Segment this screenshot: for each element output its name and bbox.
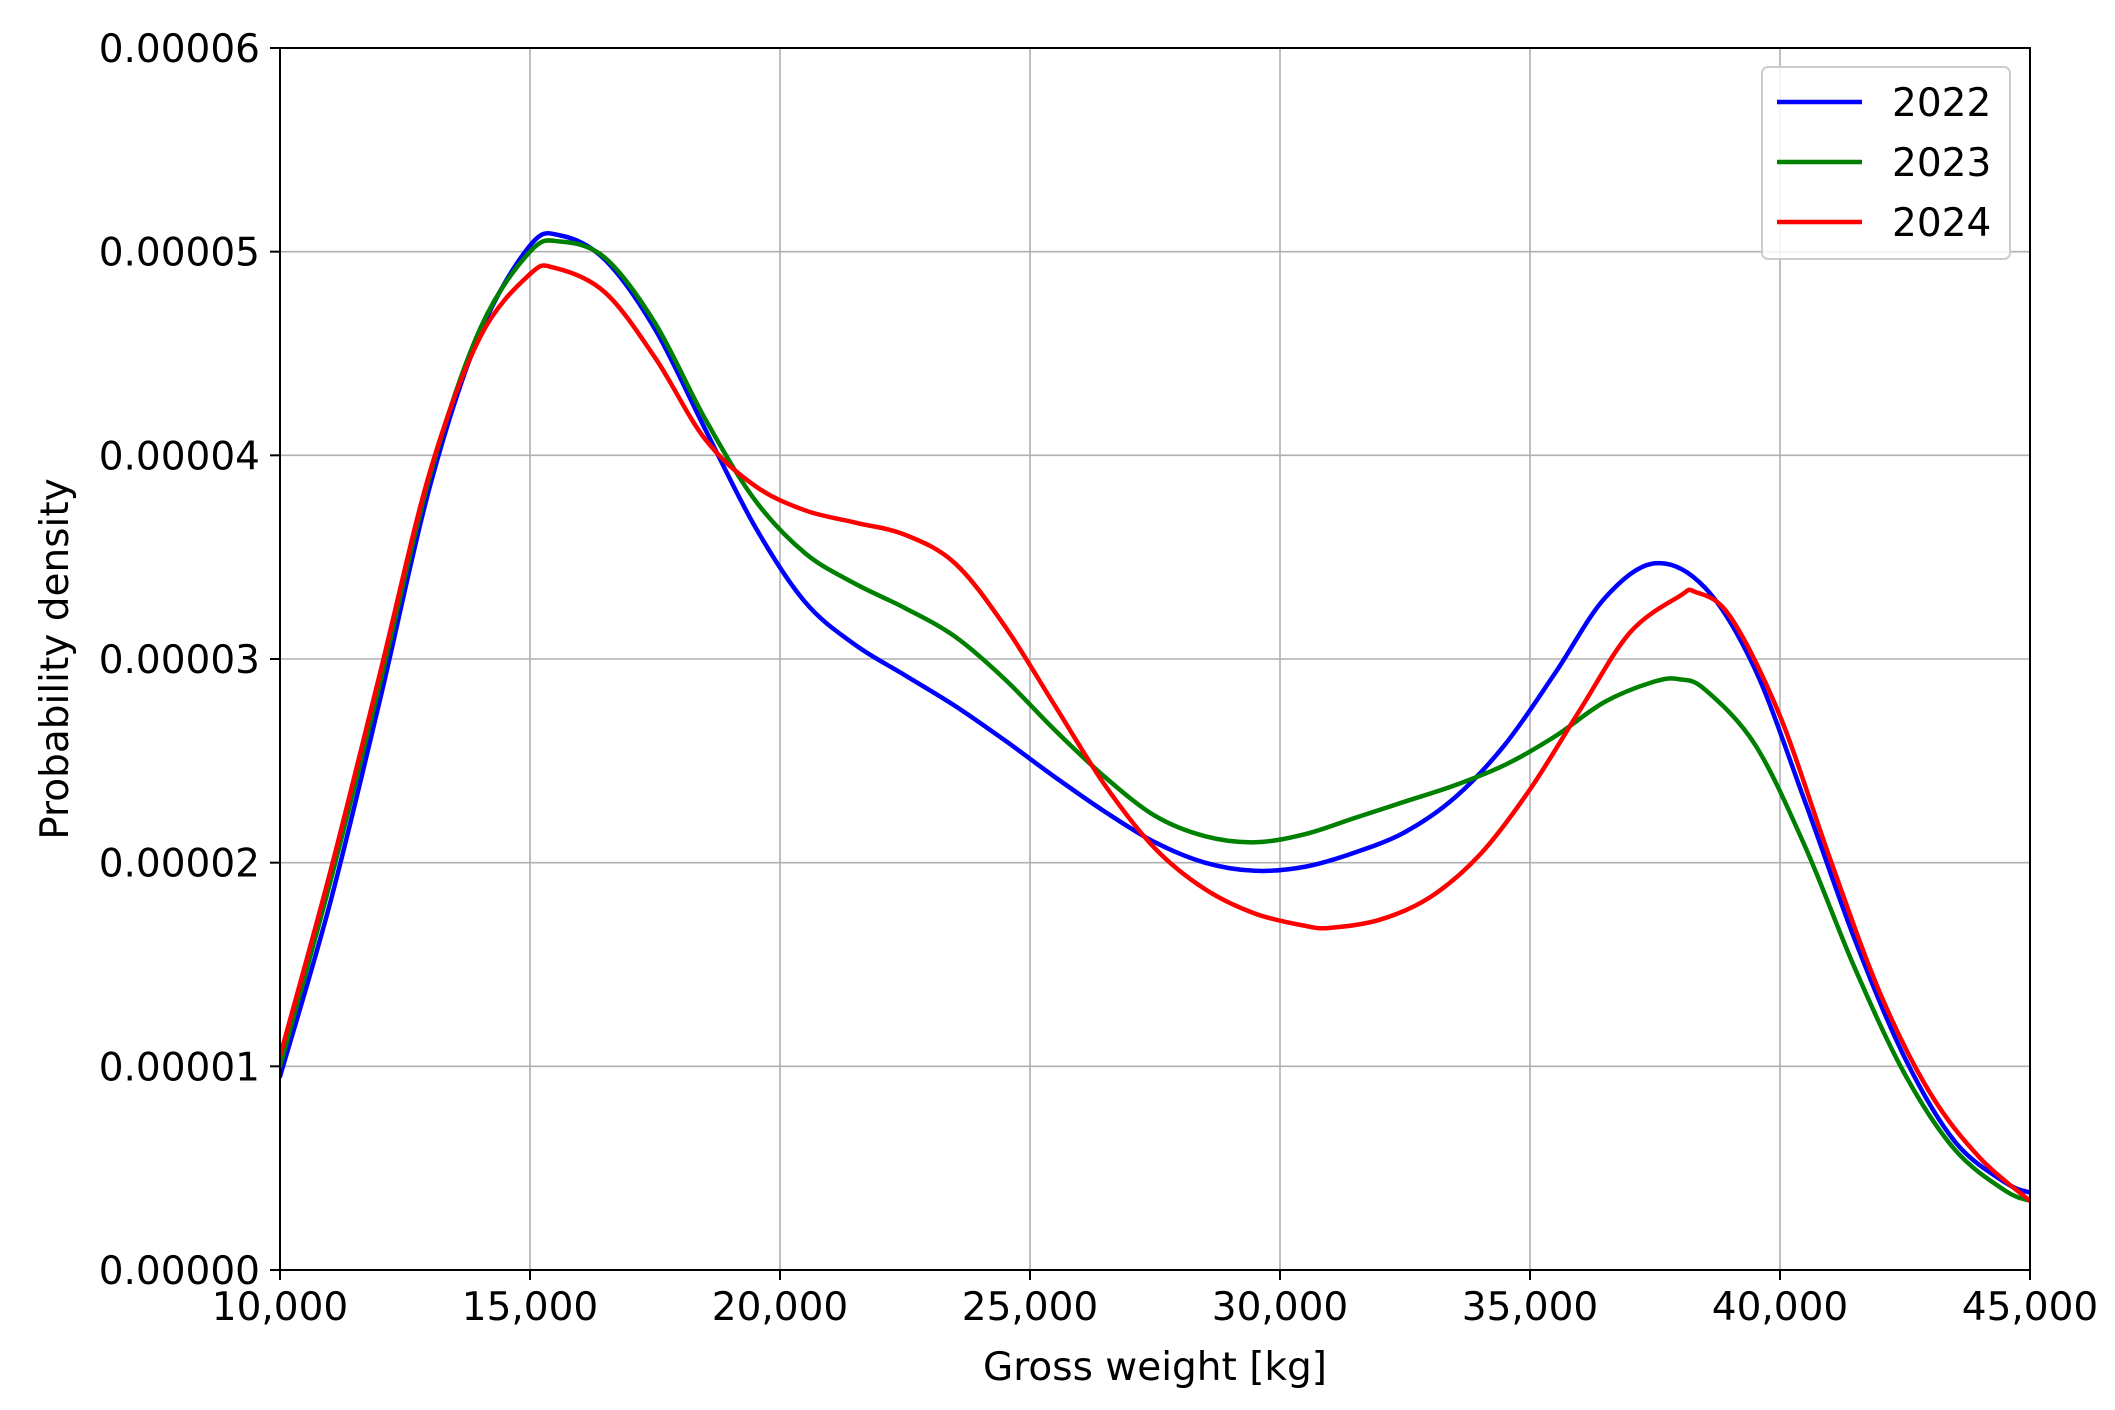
- legend-label-2023: 2023: [1892, 141, 1991, 186]
- x-axis: 10,000 15,000 20,000 25,000 30,000 35,000 40,0…: [212, 1270, 2098, 1330]
- x-tick-label: 40,000: [1712, 1285, 1848, 1330]
- series-layer: [280, 231, 2030, 1203]
- x-tick-label: 20,000: [712, 1285, 848, 1330]
- x-tick-label: 15,000: [462, 1285, 598, 1330]
- series-line-2023: [280, 238, 2030, 1203]
- y-tick-label: 0.00000: [99, 1249, 260, 1294]
- x-tick-label: 45,000: [1962, 1285, 2098, 1330]
- y-axis: 0.00000 0.00001 0.00002 0.00003 0.00004 0.000…: [99, 27, 280, 1294]
- legend-box: [1761, 66, 2011, 260]
- x-tick-label: 10,000: [212, 1285, 348, 1330]
- legend: 2022 2023 2024: [1761, 66, 2011, 260]
- y-tick-label: 0.00003: [99, 638, 260, 683]
- x-tick-label: 30,000: [1212, 1285, 1348, 1330]
- y-tick-label: 0.00001: [99, 1045, 260, 1090]
- y-tick-label: 0.00004: [99, 434, 260, 479]
- x-axis-label: Gross weight [kg]: [983, 1345, 1327, 1390]
- x-tick-label: 25,000: [962, 1285, 1098, 1330]
- y-tick-label: 0.00005: [99, 231, 260, 276]
- x-tick-label: 35,000: [1462, 1285, 1598, 1330]
- legend-label-2024: 2024: [1892, 201, 1991, 246]
- y-axis-label: Probability density: [33, 478, 78, 840]
- legend-label-2022: 2022: [1892, 81, 1991, 126]
- y-tick-label: 0.00006: [99, 27, 260, 72]
- y-tick-label: 0.00002: [99, 842, 260, 887]
- series-line-2024: [280, 263, 2030, 1203]
